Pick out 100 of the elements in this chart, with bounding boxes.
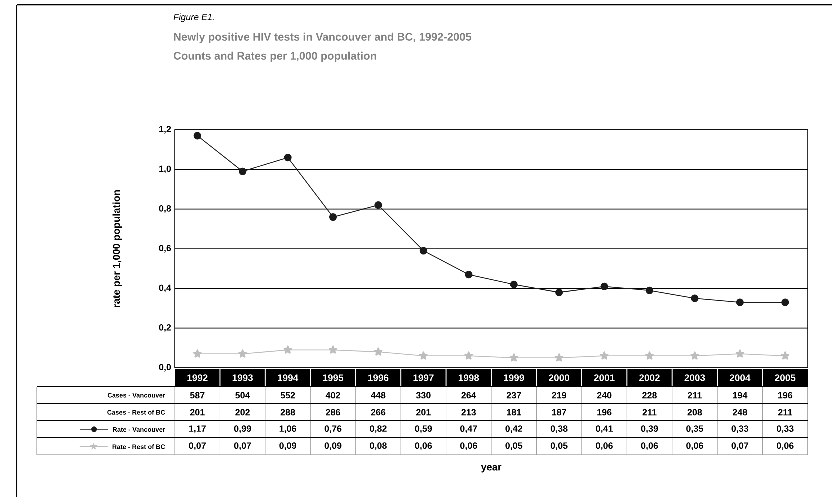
text: 228 [642,392,657,399]
point [510,354,518,362]
point [691,294,699,302]
data-label: 0,82 [370,426,387,434]
text: 211 [642,409,657,416]
data-label: 0,09 [280,442,296,450]
x-tick-label: 1995 [323,374,344,382]
text: 194 [733,392,748,399]
point [284,154,292,162]
chart-title: Figure E1. [174,14,214,22]
text: 264 [462,392,476,399]
point [193,350,202,358]
point [464,352,474,360]
data-label: 0,06 [460,442,478,450]
x-tick-label: 1994 [278,374,299,382]
text: 201 [416,409,431,416]
x-tick-label: 2001 [594,374,615,382]
data-label: 0,05 [506,442,523,450]
text: 330 [416,392,431,399]
x-tick-label: 2003 [684,374,706,382]
text: 402 [326,392,340,399]
point [374,202,382,210]
data-label: 0,05 [550,442,568,450]
data-label: 0,06 [776,442,794,450]
text: Counts and Rates per 1,000 population [174,52,376,62]
point [690,352,700,360]
point [736,350,744,358]
data-label: 0,59 [415,426,432,434]
point [284,346,292,354]
text: 288 [280,409,296,416]
y-tick-label: 0,8 [159,205,172,214]
text: 201 [190,409,205,416]
data-label: 0,33 [776,426,794,434]
point [555,354,564,362]
point [374,348,383,356]
x-tick-label: 2004 [730,374,751,382]
text: 504 [236,392,250,399]
data-label: 0,07 [189,442,206,450]
point [239,168,247,176]
text: 213 [462,409,476,416]
text: 211 [778,409,792,416]
x-tick-label: 2005 [775,374,796,382]
y-tick-label: 1,0 [160,166,172,174]
x-tick-label: 2002 [640,374,660,382]
point [736,298,744,306]
data-label: 0,09 [324,442,342,450]
text: 187 [552,409,566,416]
data-label: 0,06 [686,442,704,450]
y-tick-label: 0,4 [159,284,172,292]
x-tick-label: 1999 [504,374,524,382]
x-tick-label: 2000 [549,374,570,382]
text: 266 [371,409,386,416]
text: 248 [732,409,748,416]
point [194,132,202,140]
y-tick-label: 0,6 [159,245,172,253]
y-axis-title: rate per 1,000 population [112,190,122,308]
text: 286 [326,409,340,416]
point [329,346,338,354]
y-tick-label: 0,0 [159,364,172,372]
point [782,298,790,306]
text: 448 [371,392,386,399]
text: 237 [506,392,522,399]
text: 208 [688,409,702,416]
point [600,352,609,360]
point [419,352,428,360]
data-label: 0,42 [506,426,523,434]
point [510,280,518,288]
text: 219 [552,392,566,399]
text: 240 [597,392,612,399]
chart-subtitle: Newly positive HIV tests in Vancouver and BC, 1992-2005 [174,32,472,44]
point [646,286,654,294]
y-tick-label: 1,2 [160,126,172,134]
data-label: 1,17 [189,426,206,434]
data-label: 0,33 [732,426,749,434]
data-label: 0,06 [641,442,658,450]
data-label: 0,41 [596,426,614,434]
x-tick-label: 1997 [414,374,434,382]
data-label: 0,06 [596,442,613,450]
data-label: 1,06 [280,426,296,434]
data-label: 0,38 [550,426,568,434]
x-tick-label: 1993 [232,374,254,382]
data-label: 0,07 [732,442,749,450]
text: year [481,465,502,473]
point [556,288,564,296]
data-label: 0,47 [460,426,478,434]
point [329,213,338,222]
data-label: 0,39 [641,426,658,434]
point [600,282,608,290]
point [646,352,654,360]
point [420,247,428,255]
y-tick-label: 0,2 [159,324,172,332]
text: 552 [280,392,296,399]
text: 202 [236,409,250,416]
point [781,352,790,360]
text: 196 [598,409,612,416]
data-label: 0,07 [234,442,252,450]
x-tick-label: 1996 [368,374,389,382]
point [465,270,473,279]
text: 587 [190,392,205,399]
text: 211 [688,392,702,399]
